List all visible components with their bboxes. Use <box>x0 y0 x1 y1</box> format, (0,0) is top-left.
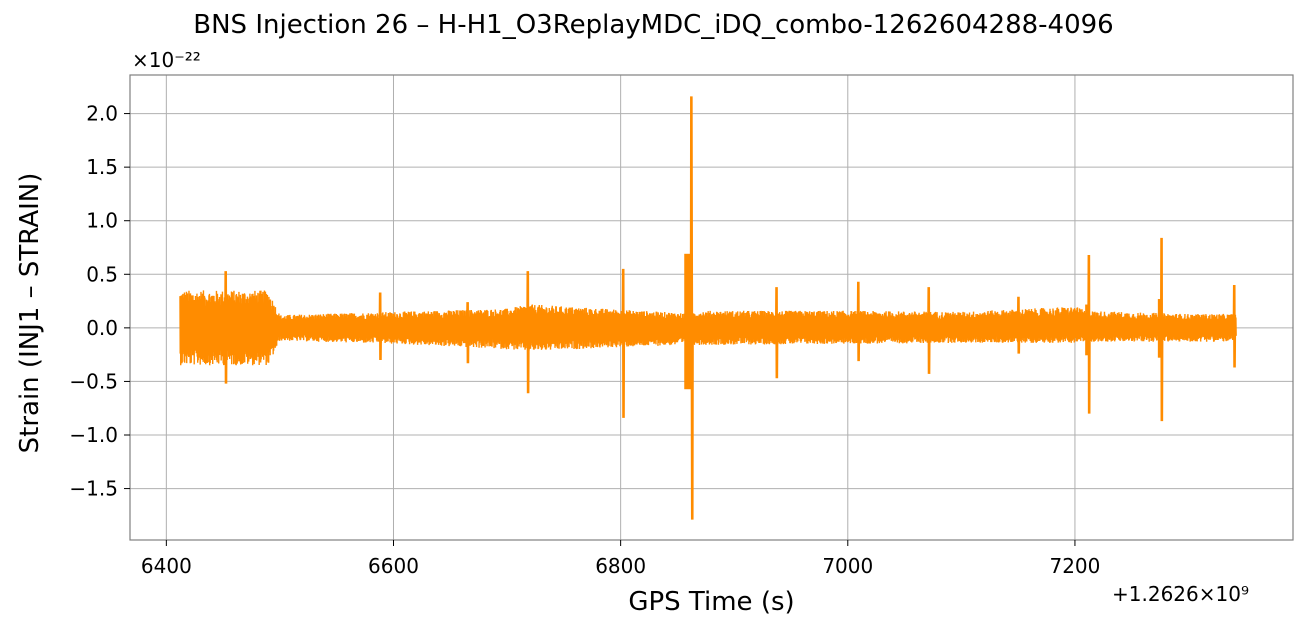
y-tick-label: −1.5 <box>69 477 118 501</box>
x-tick-label: 6400 <box>141 554 192 578</box>
x-axis-ticks: 6400 6600 6800 7000 7200 <box>141 540 1100 578</box>
grid-lines <box>130 75 1293 540</box>
chirp-buildup <box>1157 299 1162 358</box>
y-tick-label: −0.5 <box>69 369 118 393</box>
y-tick-label: −1.0 <box>69 423 118 447</box>
plot-frame <box>129 74 1294 541</box>
x-tick-label: 6600 <box>368 554 419 578</box>
y-tick-label: 2.0 <box>86 102 118 126</box>
x-axis-label: GPS Time (s) <box>628 587 795 617</box>
y-tick-label: 1.0 <box>86 209 118 233</box>
glitch-spike <box>378 292 383 361</box>
y-tick-label: 0.5 <box>86 262 118 286</box>
x-tick-label: 7000 <box>822 554 873 578</box>
y-tick-label: 1.5 <box>86 155 118 179</box>
chirp-buildup <box>1085 304 1089 356</box>
glitch-spike <box>621 268 626 418</box>
y-tick-label: 0.0 <box>86 316 118 340</box>
y-axis-ticks: 2.0 1.5 1.0 0.5 0.0 −0.5 −1.0 −1.5 <box>69 102 130 501</box>
glitch-spike <box>927 287 931 374</box>
glitch-spike <box>856 281 861 362</box>
glitch-spike <box>774 287 779 379</box>
glitch-spike <box>526 271 530 394</box>
strain-series <box>179 96 1237 520</box>
chart-title: BNS Injection 26 – H-H1_O3ReplayMDC_iDQ_… <box>193 10 1114 40</box>
glitch-spike <box>689 96 694 520</box>
glitch-spike <box>1232 284 1237 368</box>
glitch-spike <box>1016 296 1021 354</box>
y-axis-multiplier: ×10⁻²² <box>132 48 201 72</box>
chirp-buildup <box>684 253 692 390</box>
x-axis-offset: +1.2626×10⁹ <box>1112 582 1249 606</box>
x-tick-label: 7200 <box>1049 554 1100 578</box>
strain-trace <box>179 290 1237 366</box>
glitch-spike <box>466 302 470 364</box>
glitch-spike <box>1159 237 1164 422</box>
x-tick-label: 6800 <box>595 554 646 578</box>
glitch-spike <box>224 271 228 384</box>
glitch-spike <box>1087 254 1091 414</box>
